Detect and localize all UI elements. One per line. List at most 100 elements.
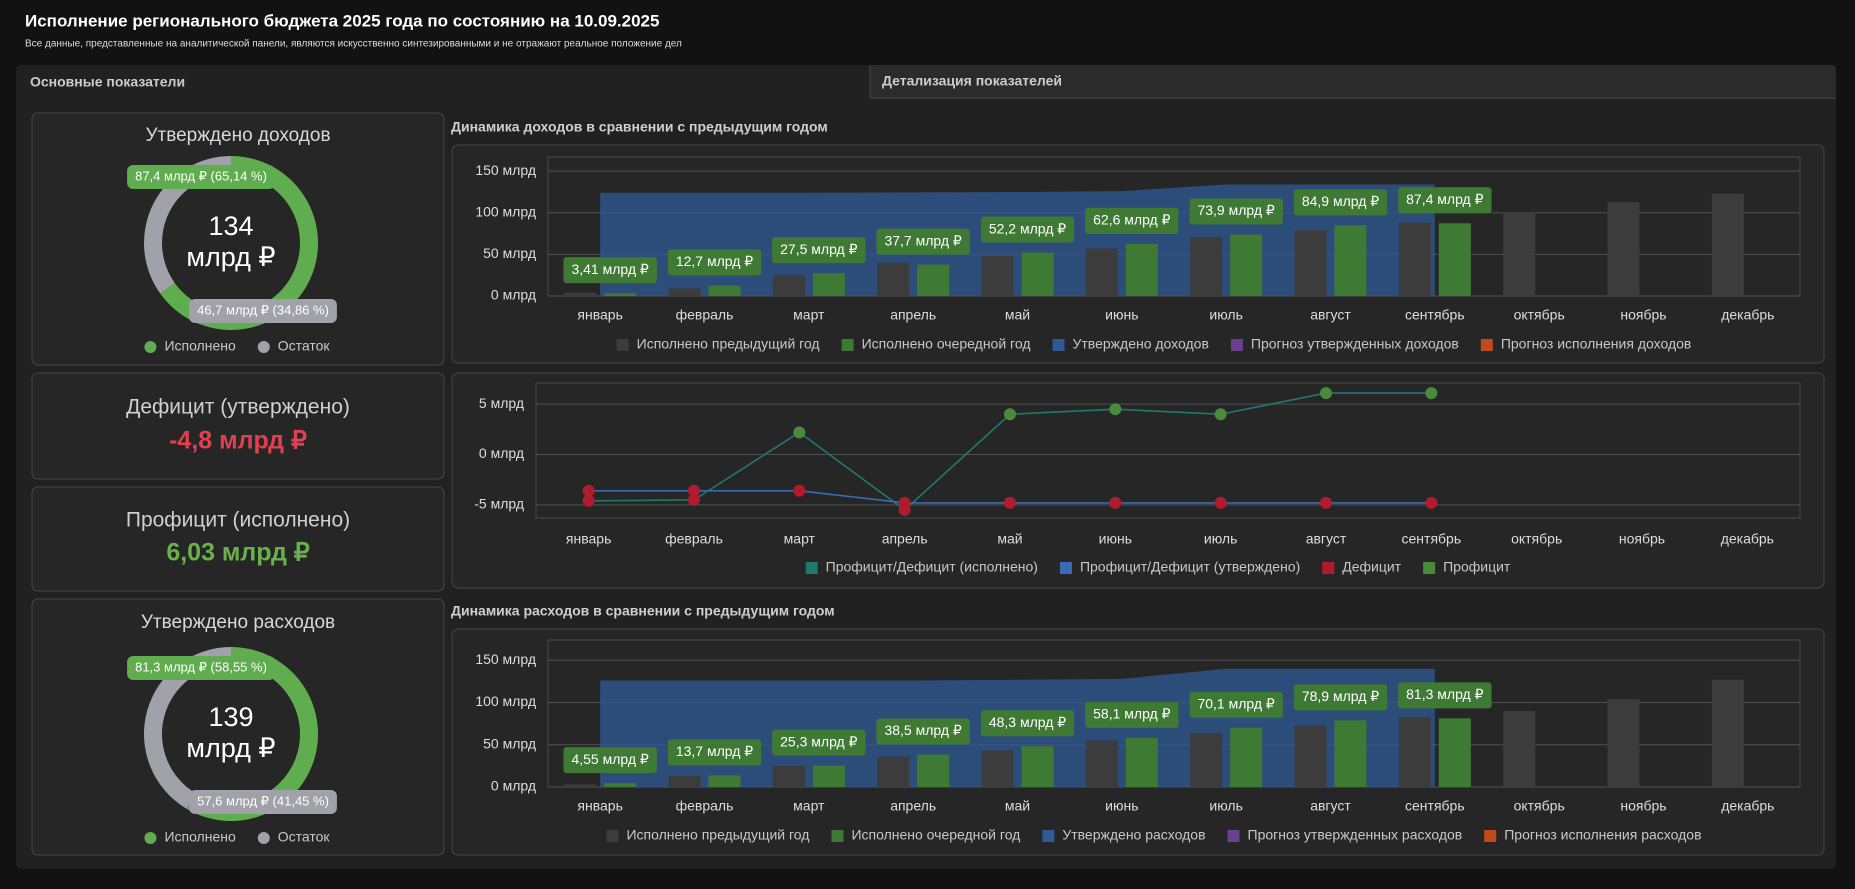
legend-label: Остаток (278, 829, 331, 845)
legend-label: Прогноз утвержденных расходов (1248, 827, 1463, 843)
label-box (667, 249, 762, 276)
donut-value-label: 57,6 млрд ₽ (41,45 %) (189, 790, 337, 814)
label-text: 57,6 млрд ₽ (41,45 %) (197, 793, 329, 808)
x-tick-label: сентябрь (1405, 307, 1465, 323)
legend-swatch (805, 562, 818, 574)
bar (1711, 679, 1744, 787)
marker (1004, 496, 1016, 509)
x-tick-label: март (793, 307, 825, 323)
label-box (563, 257, 657, 284)
bar (1190, 732, 1223, 787)
data-label: 84,9 млрд ₽ (1293, 189, 1388, 216)
label-text: 4,55 млрд ₽ (571, 751, 648, 767)
legend-swatch (1059, 562, 1072, 574)
bar (917, 754, 950, 787)
x-tick-label: апрель (890, 307, 936, 323)
label-box (189, 299, 337, 323)
bar (1438, 718, 1471, 787)
bar (1607, 201, 1640, 296)
card (31, 372, 445, 480)
plot-area (535, 382, 1801, 519)
y-tick-label: 50 млрд (483, 245, 536, 261)
label-text: 58,1 млрд ₽ (1093, 706, 1170, 722)
marker (1214, 408, 1227, 421)
x-tick-label: октябрь (1514, 307, 1565, 323)
marker (1320, 496, 1332, 509)
bar (604, 293, 637, 296)
page-subtitle: Все данные, представленные на аналитичес… (25, 39, 682, 50)
legend-swatch (1052, 339, 1065, 351)
bar (1230, 234, 1263, 296)
label-text: 27,5 млрд ₽ (780, 241, 857, 257)
y-tick-label: 150 млрд (475, 162, 536, 178)
y-tick-label: 50 млрд (483, 735, 536, 751)
y-tick-label: 100 млрд (475, 203, 536, 219)
label-box (667, 739, 762, 766)
x-tick-label: май (1005, 798, 1030, 814)
x-tick-label: июнь (1105, 798, 1138, 814)
legend-swatch (1227, 830, 1240, 842)
label-text: 81,3 млрд ₽ (1406, 686, 1483, 702)
bar (877, 756, 910, 787)
kpi-value: 6,03 млрд ₽ (166, 539, 309, 567)
x-tick-label: май (997, 531, 1022, 547)
y-tick-label: 0 млрд (479, 445, 524, 461)
legend-label: Утверждено доходов (1073, 336, 1209, 352)
x-tick-label: ноябрь (1619, 531, 1665, 547)
bar (981, 750, 1014, 787)
bar (1398, 716, 1431, 787)
x-tick-label: сентябрь (1402, 531, 1462, 547)
donut-value-label: 46,7 млрд ₽ (34,86 %) (189, 299, 337, 323)
tab-label[interactable]: Детализация показателей (882, 73, 1062, 89)
x-tick-label: август (1310, 798, 1351, 814)
x-tick-label: декабрь (1721, 307, 1774, 323)
tab-label[interactable]: Основные показатели (30, 74, 185, 90)
label-text: 25,3 млрд ₽ (780, 733, 857, 749)
legend-swatch (1480, 339, 1493, 351)
bar (917, 264, 950, 296)
y-tick-label: 150 млрд (475, 651, 536, 667)
tab-inactive[interactable] (870, 65, 1836, 98)
label-box (1085, 701, 1179, 728)
legend: Исполнено предыдущий год Исполнено очеред… (606, 827, 1702, 843)
legend-label: Прогноз исполнения доходов (1501, 336, 1692, 352)
x-tick-label: февраль (665, 531, 723, 547)
bar (1398, 222, 1431, 296)
legend-swatch (1322, 562, 1335, 574)
marker (1004, 408, 1016, 421)
bar (1021, 746, 1054, 787)
label-text: 37,7 млрд ₽ (884, 232, 961, 248)
bar (1125, 243, 1158, 296)
label-box (772, 237, 866, 264)
donut-slice (144, 156, 231, 294)
x-tick-label: август (1310, 307, 1351, 323)
legend-swatch (144, 341, 157, 353)
marker (898, 496, 911, 509)
bar (1085, 740, 1118, 787)
x-tick-label: май (1005, 307, 1030, 323)
x-tick-label: июль (1209, 798, 1242, 814)
label-box (1189, 691, 1283, 718)
data-label: 73,9 млрд ₽ (1189, 198, 1283, 225)
legend-label: Профицит/Дефицит (утверждено) (1080, 559, 1300, 575)
bar (1503, 710, 1536, 787)
legend-swatch (1423, 562, 1436, 574)
x-tick-label: февраль (676, 307, 734, 323)
marker (688, 493, 700, 506)
label-box (980, 710, 1075, 737)
marker (793, 484, 806, 497)
data-label: 27,5 млрд ₽ (772, 237, 866, 264)
label-box (1398, 187, 1492, 214)
bar (564, 292, 597, 296)
data-label: 70,1 млрд ₽ (1189, 691, 1283, 718)
label-box (772, 729, 866, 756)
data-label: 4,55 млрд ₽ (563, 747, 657, 774)
legend-label: Утверждено расходов (1062, 827, 1205, 843)
bar (812, 273, 845, 296)
marker (1320, 387, 1332, 400)
donut-center-label: млрд ₽ (186, 733, 275, 763)
x-tick-label: январь (577, 798, 622, 814)
label-box (1398, 682, 1492, 709)
legend-label: Исполнено предыдущий год (637, 336, 820, 352)
